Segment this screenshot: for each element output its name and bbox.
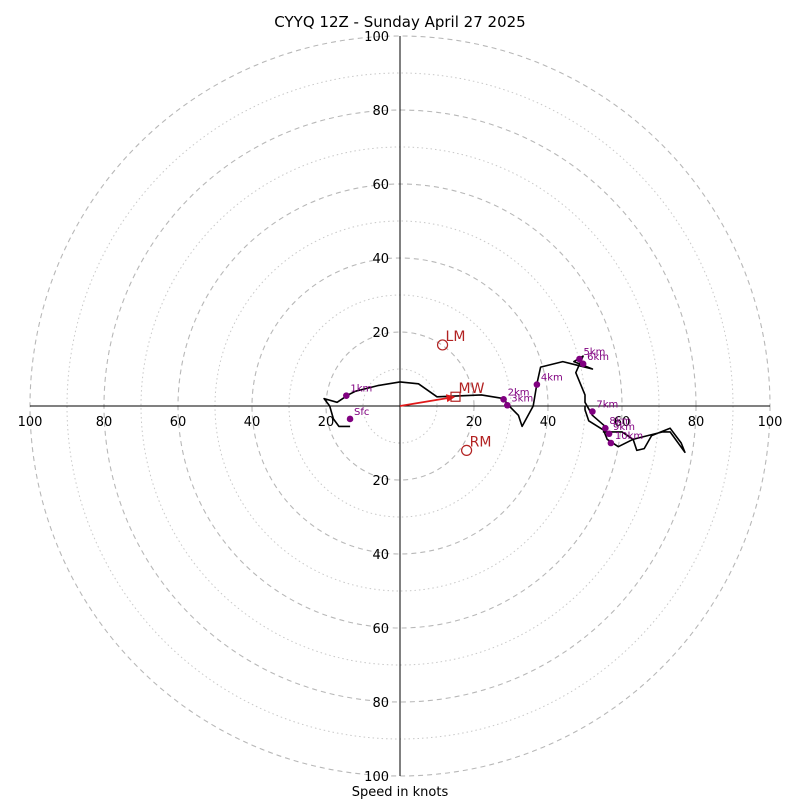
- hodograph-trace-group: [323, 355, 686, 454]
- y-tick-label: 100: [364, 770, 389, 785]
- x-tick-label: 100: [758, 415, 783, 430]
- height-marker-point: [607, 439, 615, 447]
- y-tick-label: 40: [372, 252, 389, 267]
- height-marker-label: 10km: [615, 431, 643, 442]
- tick-labels: 100 100 80 80 60 60 40 40 20 20 20 20 40 40 60 60 80 80 10…: [18, 30, 783, 785]
- storm-motion-marker-rm: [461, 444, 473, 456]
- x-tick-label: 100: [18, 415, 43, 430]
- hodograph-trace: [323, 355, 686, 454]
- x-tick-label: 60: [170, 415, 187, 430]
- mean-wind-arrow: [399, 396, 450, 407]
- x-tick-label: 40: [244, 415, 261, 430]
- height-marker-label: 5km: [583, 347, 605, 358]
- x-tick-label: 80: [688, 415, 705, 430]
- y-tick-label: 20: [372, 474, 389, 489]
- height-marker-point: [605, 430, 613, 438]
- height-marker-point: [576, 355, 583, 363]
- storm-motion-marker-lm: [436, 339, 449, 351]
- height-marker-label: Sfc: [354, 407, 369, 418]
- height-marker-point: [533, 381, 541, 388]
- x-axis-label: Speed in knots: [352, 785, 449, 800]
- storm-motion-marker-mw: [450, 391, 461, 402]
- height-marker-point: [346, 415, 354, 423]
- height-marker-label: 6km: [587, 352, 609, 363]
- storm-motion-label-rm: RM: [470, 434, 492, 450]
- x-tick-label: 60: [614, 415, 631, 430]
- storm-motion-label-mw: MW: [459, 381, 485, 397]
- height-marker-point: [579, 360, 587, 368]
- chart-title: CYYQ 12Z - Sunday April 27 2025: [274, 13, 525, 31]
- height-marker-label: 3km: [511, 393, 533, 404]
- height-marker-label: 1km: [350, 384, 372, 395]
- height-marker-label: 7km: [596, 400, 618, 411]
- height-marker-point: [500, 396, 507, 403]
- storm-motion-label-lm: LM: [446, 329, 466, 345]
- y-tick-label: 60: [372, 178, 389, 193]
- x-tick-label: 20: [318, 415, 335, 430]
- height-marker-point: [589, 408, 596, 415]
- height-marker-label: 2km: [508, 387, 530, 398]
- height-marker-label: 9km: [613, 422, 635, 433]
- x-tick-label: 20: [466, 415, 483, 430]
- x-tick-label: 80: [96, 415, 113, 430]
- height-marker-label: 8km: [609, 416, 631, 427]
- height-marker-label: 4km: [541, 373, 563, 384]
- y-tick-label: 80: [372, 104, 389, 119]
- height-marker-point: [602, 424, 609, 432]
- y-tick-label: 100: [364, 30, 389, 45]
- x-tick-label: 40: [540, 415, 557, 430]
- y-tick-label: 60: [372, 622, 389, 637]
- storm-motion-group: LM MW RM: [399, 329, 492, 456]
- height-marker-point: [343, 392, 350, 399]
- y-tick-label: 20: [372, 326, 389, 341]
- y-tick-label: 80: [372, 696, 389, 711]
- y-tick-label: 40: [372, 548, 389, 563]
- height-marker-point: [504, 401, 511, 409]
